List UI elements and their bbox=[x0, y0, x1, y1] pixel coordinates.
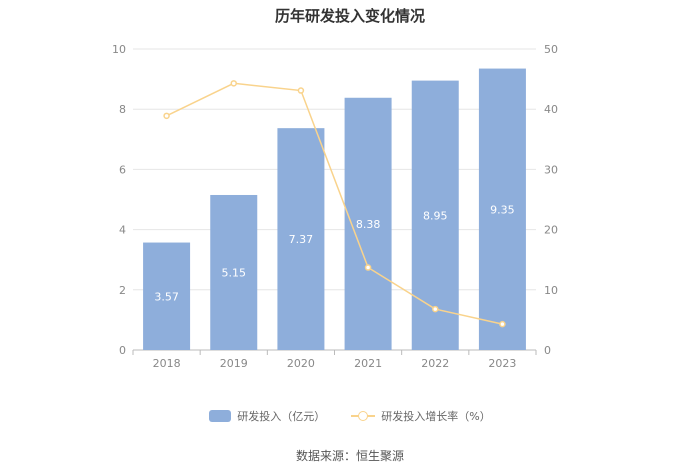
y-right-tick-label: 50 bbox=[544, 43, 558, 56]
bar-value-label: 5.15 bbox=[222, 266, 247, 279]
chart-title: 历年研发投入变化情况 bbox=[274, 7, 425, 25]
bar bbox=[277, 128, 325, 350]
y-right-tick-label: 10 bbox=[544, 284, 558, 297]
x-tick-label: 2023 bbox=[488, 357, 516, 370]
legend-line-swatch bbox=[351, 410, 376, 422]
x-tick-label: 2019 bbox=[220, 357, 248, 370]
y-right-tick-label: 0 bbox=[544, 344, 551, 357]
legend: 研发投入（亿元） 研发投入增长率（%） bbox=[0, 408, 700, 424]
bar-value-label: 8.95 bbox=[423, 209, 448, 222]
bar bbox=[478, 68, 526, 350]
growth-rate-point bbox=[499, 320, 506, 328]
bar bbox=[411, 80, 459, 350]
y-left-tick-label: 8 bbox=[119, 103, 126, 116]
bar-value-label: 9.35 bbox=[490, 203, 515, 216]
bar-value-label: 8.38 bbox=[356, 218, 381, 231]
growth-rate-point bbox=[432, 305, 439, 313]
bar-value-label: 7.37 bbox=[289, 233, 314, 246]
y-left-tick-label: 6 bbox=[119, 163, 126, 176]
y-left-tick-label: 10 bbox=[112, 43, 126, 56]
bar-value-label: 3.57 bbox=[154, 290, 179, 303]
y-right-tick-label: 20 bbox=[544, 224, 558, 237]
bar bbox=[210, 194, 258, 350]
legend-bar-label: 研发投入（亿元） bbox=[237, 410, 326, 423]
y-right-tick-label: 40 bbox=[544, 103, 558, 116]
growth-rate-point bbox=[230, 80, 237, 87]
legend-item-bar[interactable]: 研发投入（亿元） bbox=[209, 408, 325, 424]
y-left-tick-label: 2 bbox=[119, 284, 126, 297]
source-note: 数据来源：恒生聚源 bbox=[295, 449, 404, 463]
growth-rate-line bbox=[166, 82, 503, 325]
x-tick-label: 2018 bbox=[153, 357, 181, 370]
bar bbox=[143, 242, 191, 350]
x-tick-label: 2022 bbox=[421, 357, 449, 370]
x-tick-label: 2021 bbox=[354, 357, 382, 370]
legend-item-line[interactable]: 研发投入增长率（%） bbox=[351, 408, 491, 424]
bar bbox=[344, 97, 392, 351]
growth-rate-point bbox=[297, 87, 305, 94]
growth-rate-point bbox=[364, 264, 372, 271]
legend-line-label: 研发投入增长率（%） bbox=[381, 410, 491, 423]
y-left-tick-label: 0 bbox=[119, 344, 126, 357]
growth-rate-point bbox=[163, 112, 170, 120]
legend-bar-swatch bbox=[209, 410, 232, 422]
y-right-tick-label: 30 bbox=[544, 163, 558, 176]
y-left-tick-label: 4 bbox=[119, 224, 126, 237]
x-tick-label: 2020 bbox=[287, 357, 315, 370]
